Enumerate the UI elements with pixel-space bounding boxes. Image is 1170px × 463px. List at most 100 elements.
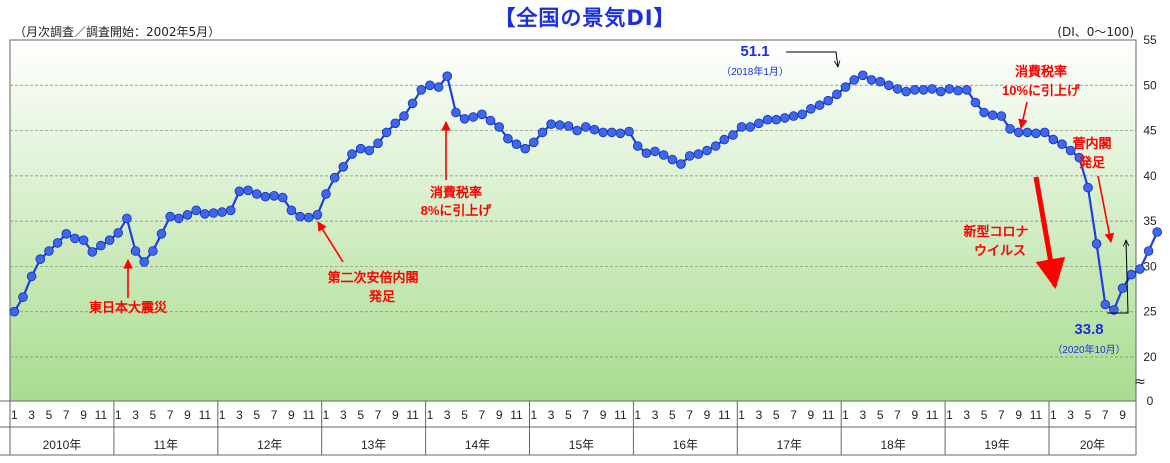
- data-point: [814, 100, 825, 110]
- data-point: [381, 127, 392, 138]
- month-tick-label: 9: [288, 408, 295, 422]
- data-point: [459, 114, 470, 124]
- month-tick-label: 11: [302, 408, 315, 422]
- data-point: [139, 257, 150, 267]
- month-tick-label: 7: [271, 408, 278, 422]
- data-point: [347, 149, 357, 159]
- y-tick-label: 35: [1143, 214, 1157, 228]
- annotation-text: 消費税率: [430, 185, 482, 200]
- data-point: [303, 212, 314, 223]
- data-point: [944, 84, 955, 94]
- data-point: [806, 104, 816, 114]
- data-point: [18, 292, 28, 303]
- data-point: [191, 205, 202, 216]
- month-tick-label: 9: [496, 408, 503, 422]
- data-point: [788, 111, 799, 121]
- data-point: [451, 107, 461, 118]
- month-tick-label: 11: [95, 408, 108, 422]
- month-tick-label: 7: [686, 408, 693, 422]
- data-point: [425, 80, 435, 91]
- month-tick-label: 9: [600, 408, 607, 422]
- data-point: [710, 141, 721, 151]
- data-point: [1005, 124, 1015, 134]
- data-point: [762, 114, 773, 125]
- data-point: [416, 85, 427, 95]
- month-tick-label: 3: [132, 408, 139, 422]
- month-tick-label: 3: [963, 408, 970, 422]
- month-tick-label: 5: [773, 408, 780, 422]
- data-point: [433, 82, 444, 92]
- month-tick-label: 1: [1050, 408, 1057, 422]
- data-point: [321, 189, 331, 199]
- y-tick-label: 50: [1143, 78, 1157, 92]
- data-point: [148, 246, 158, 256]
- data-point: [9, 306, 20, 317]
- month-tick-label: 1: [427, 408, 434, 422]
- data-point: [70, 233, 80, 244]
- data-point: [182, 210, 193, 220]
- data-point: [892, 84, 903, 94]
- data-point: [226, 205, 236, 216]
- month-tick-label: 11: [718, 408, 731, 422]
- annotation-arrow-bold: [1033, 176, 1066, 289]
- data-point: [840, 82, 851, 92]
- data-point: [1091, 239, 1102, 249]
- year-label: 15年: [569, 438, 594, 452]
- data-point: [996, 111, 1007, 121]
- data-point: [935, 86, 946, 97]
- data-point: [156, 229, 167, 239]
- data-point: [719, 134, 730, 145]
- data-point: [234, 186, 245, 197]
- data-point: [494, 122, 505, 132]
- data-point: [953, 85, 963, 96]
- data-point: [537, 127, 548, 138]
- month-tick-label: 7: [167, 408, 174, 422]
- data-point: [624, 126, 634, 137]
- data-point: [1083, 182, 1093, 193]
- month-tick-label: 3: [28, 408, 35, 422]
- data-point: [407, 98, 418, 109]
- month-tick-label: 5: [150, 408, 157, 422]
- month-tick-label: 1: [530, 408, 537, 422]
- annotation-arrow: [1097, 175, 1115, 243]
- month-tick-label: 1: [738, 408, 745, 422]
- data-point: [754, 118, 764, 129]
- annotation-last-date: （2020年10月）: [1052, 343, 1125, 356]
- data-point: [1117, 283, 1128, 294]
- year-label: 17年: [777, 438, 802, 452]
- year-label: 14年: [465, 438, 490, 452]
- data-point: [364, 145, 375, 156]
- data-point: [122, 213, 132, 224]
- data-point: [1031, 128, 1041, 139]
- annotation-text: 第二次安倍内閣: [327, 270, 418, 285]
- data-point: [1022, 127, 1033, 138]
- annotation-arrow: [786, 51, 838, 67]
- month-tick-label: 1: [946, 408, 953, 422]
- data-point: [546, 119, 556, 129]
- survey-note: （月次調査／調査開始：2002年5月）: [14, 25, 221, 39]
- data-point: [572, 125, 582, 136]
- data-point: [286, 205, 297, 216]
- data-point: [563, 121, 574, 131]
- data-point: [1065, 145, 1076, 156]
- month-tick-label: 1: [115, 408, 122, 422]
- data-point: [295, 211, 305, 222]
- data-point: [26, 271, 37, 282]
- data-point: [468, 112, 479, 122]
- data-point: [728, 130, 738, 140]
- data-point: [355, 143, 366, 154]
- data-point: [1152, 227, 1162, 237]
- month-tick-label: 1: [842, 408, 849, 422]
- data-point: [961, 85, 972, 95]
- month-tick-label: 3: [756, 408, 763, 422]
- data-point: [251, 189, 262, 199]
- month-tick-label: 5: [46, 408, 53, 422]
- y-tick-label: 25: [1143, 305, 1157, 319]
- data-point: [61, 229, 72, 239]
- data-point: [104, 235, 115, 246]
- data-point: [1126, 269, 1137, 280]
- data-point: [693, 149, 704, 159]
- data-point: [200, 209, 210, 219]
- month-tick-label: 7: [1102, 408, 1109, 422]
- data-point: [503, 133, 513, 144]
